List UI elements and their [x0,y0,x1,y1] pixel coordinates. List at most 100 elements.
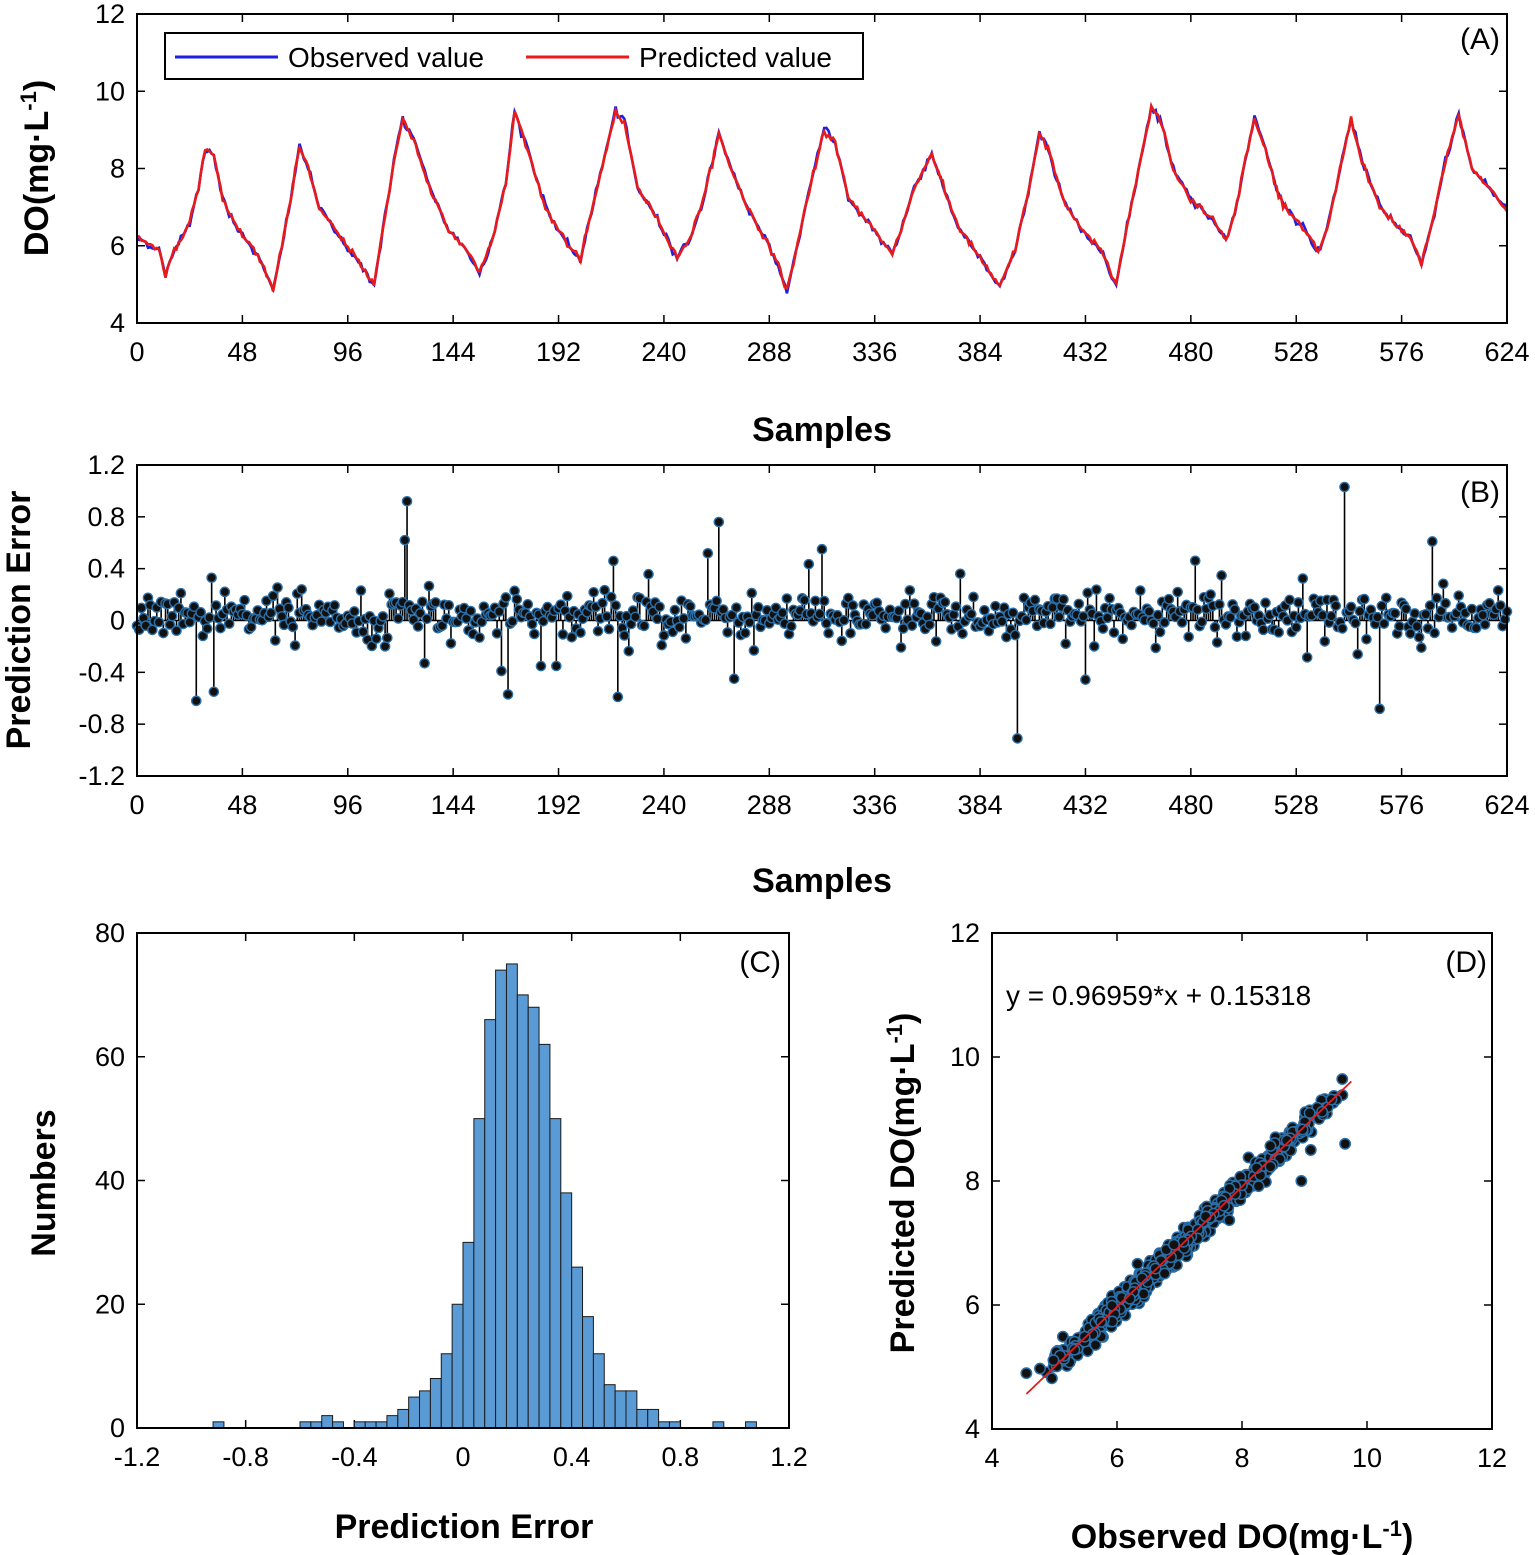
error-marker [316,616,327,627]
error-marker [153,616,165,628]
error-marker [1029,594,1041,606]
histogram-bar [419,1390,431,1429]
scatter-point [1336,1073,1349,1086]
error-marker [430,597,441,608]
histogram-bar [440,1353,453,1429]
panel-b-label: (B) [1460,476,1500,509]
histogram-bar [582,1316,594,1429]
error-marker [739,627,751,639]
histogram-bar [527,1006,540,1429]
panel-d-ytick-label: 8 [965,1166,980,1196]
error-marker [412,621,424,632]
error-marker [847,600,859,611]
error-marker [1413,631,1425,643]
error-marker [1189,555,1201,567]
error-marker [924,619,935,631]
error-marker [753,602,764,613]
error-marker [1020,614,1032,626]
panel-b-xtick-label: 528 [1274,790,1319,820]
panel-b-ticks: 0 48 96 144 192 240 288 336 384 432 480 528 576 624 1.… [78,450,1529,820]
error-marker [1374,703,1385,715]
panel-a-xtick-label: 336 [852,337,897,367]
error-marker [206,572,217,584]
error-marker [1154,626,1166,638]
error-marker [810,595,821,607]
fit-line [1025,1080,1352,1395]
error-marker [507,616,518,627]
error-marker [897,623,909,634]
panel-c-ytick-label: 20 [95,1289,125,1319]
error-marker [1225,612,1236,623]
panel-c-xtick-label: 0 [455,1442,470,1472]
panel-c-xtick-label: 1.2 [770,1442,808,1472]
error-marker [1337,623,1348,634]
panel-c-xtick-label: -0.4 [331,1442,378,1472]
error-marker [1192,604,1203,616]
error-marker [1492,585,1504,596]
error-marker [816,543,828,555]
panel-d-ylabel-suffix: ) [884,1013,922,1024]
scatter-point [1089,1339,1102,1351]
panel-d-axes-box [991,932,1493,1430]
error-marker [1440,598,1451,609]
error-marker [610,600,621,611]
histogram-bar [451,1303,464,1429]
panel-d-xtick-label: 8 [1234,1443,1249,1473]
error-marker [267,590,279,602]
error-marker [731,602,742,613]
panel-a-ytick-label: 4 [110,308,125,338]
error-marker [930,636,942,647]
error-marker [1148,618,1159,629]
histogram-bar [462,1241,475,1429]
error-marker [1290,622,1302,633]
error-marker [184,616,195,628]
error-marker [175,587,187,599]
panel-d-ticks: 4 6 8 10 12 4 6 8 10 12 [950,918,1507,1473]
error-marker [265,607,277,619]
error-marker [1411,621,1423,632]
panel-a-label: (A) [1460,23,1500,56]
histogram-bar [549,1118,562,1429]
error-marker [562,590,573,602]
error-marker [1009,629,1021,641]
error-marker [1216,570,1227,581]
error-marker [623,645,635,657]
panel-b-xtick-label: 576 [1379,790,1424,820]
panel-b-ytick-label: -0.8 [78,709,125,739]
panel-b-xtick-label: 144 [431,790,476,820]
error-marker [355,585,367,596]
error-marker [900,598,911,610]
error-marker [474,632,485,643]
error-marker [1257,624,1269,636]
error-marker [1293,597,1304,608]
error-marker [239,594,250,606]
error-marker [272,582,283,593]
error-marker [1394,621,1405,632]
error-marker [906,620,918,631]
error-marker [955,568,966,580]
error-marker [1073,598,1085,610]
error-marker [728,673,740,685]
error-marker [215,622,226,634]
scatter-point [1045,1372,1058,1385]
panel-d-ytick-label: 4 [965,1414,980,1444]
error-marker [276,611,288,622]
legend-box [164,32,864,80]
error-marker [1301,652,1313,663]
error-marker [1372,611,1383,623]
error-marker [605,591,617,603]
panel-a-xtick-label: 0 [129,337,144,367]
panel-a-ytick-label: 6 [110,231,125,261]
scatter-point [1131,1257,1144,1270]
scatter-point [1280,1134,1293,1147]
panel-b-xtick-label: 0 [129,790,144,820]
error-marker [1126,619,1137,631]
error-marker [522,599,534,610]
panel-a-axes-box [136,13,1508,324]
error-marker [713,516,725,528]
error-marker [535,660,547,672]
panel-b-ytick-label: -1.2 [78,761,125,791]
histogram-bar [571,1266,584,1429]
error-marker [860,618,872,630]
scatter-point [1199,1210,1212,1223]
